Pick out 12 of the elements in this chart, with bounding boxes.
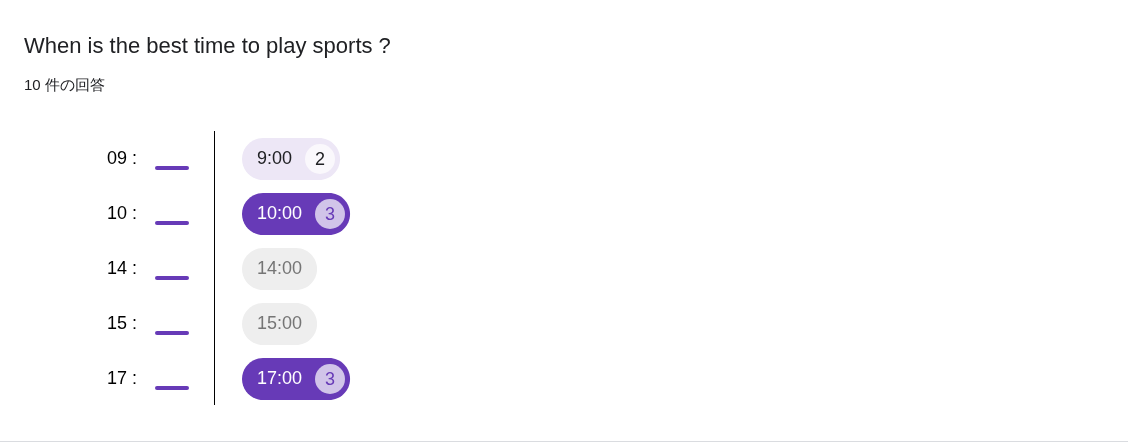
category-label: 14 : bbox=[107, 258, 138, 278]
category-label: 15 : bbox=[107, 313, 138, 333]
category-label: 17 : bbox=[107, 368, 138, 388]
category-label: 9:00 bbox=[257, 148, 293, 168]
category-label: 10:00 bbox=[257, 203, 303, 223]
category-label: 15:00 bbox=[257, 313, 303, 333]
category-label: 14:00 bbox=[257, 258, 303, 278]
category-label: 09 : bbox=[107, 148, 138, 168]
category-label: 10 : bbox=[107, 203, 138, 223]
text: 10 件の回答 bbox=[24, 76, 105, 93]
text: When is the best time to play sports ? bbox=[24, 33, 391, 58]
category-label: 17:00 bbox=[257, 368, 303, 388]
